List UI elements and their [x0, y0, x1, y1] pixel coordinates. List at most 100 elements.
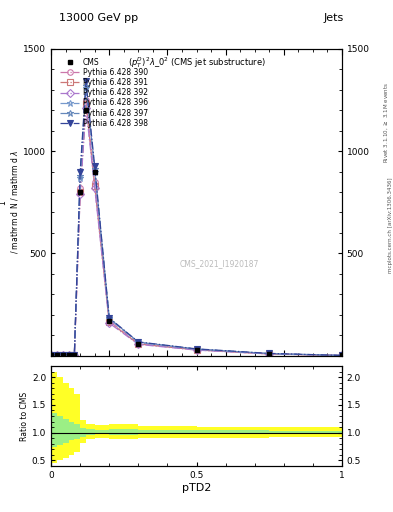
Pythia 6.428 398 [267, 350, 272, 356]
Pythia 6.428 398 [78, 168, 83, 175]
Pythia 6.428 392 [194, 347, 199, 353]
Pythia 6.428 390 [340, 352, 344, 358]
Pythia 6.428 397 [84, 82, 88, 89]
Pythia 6.428 398 [72, 352, 77, 358]
Pythia 6.428 390 [61, 352, 65, 358]
Pythia 6.428 391 [78, 189, 83, 195]
Pythia 6.428 392 [340, 352, 344, 358]
CMS [107, 318, 112, 324]
Pythia 6.428 398 [55, 352, 59, 358]
CMS [66, 352, 71, 358]
Pythia 6.428 396 [66, 352, 71, 358]
CMS [55, 352, 59, 358]
Pythia 6.428 392 [92, 185, 97, 191]
Pythia 6.428 396 [55, 352, 59, 358]
Line: CMS: CMS [49, 108, 344, 358]
Pythia 6.428 397 [78, 173, 83, 179]
Pythia 6.428 391 [194, 347, 199, 353]
Pythia 6.428 398 [66, 352, 71, 358]
Pythia 6.428 397 [61, 352, 65, 358]
Text: Rivet 3.1.10, $\geq$ 3.1M events: Rivet 3.1.10, $\geq$ 3.1M events [382, 82, 390, 163]
Pythia 6.428 397 [55, 352, 59, 358]
Line: Pythia 6.428 391: Pythia 6.428 391 [48, 101, 345, 358]
Text: mcplots.cern.ch [arXiv:1306.3436]: mcplots.cern.ch [arXiv:1306.3436] [388, 178, 393, 273]
Pythia 6.428 390 [107, 318, 112, 324]
Y-axis label: mathrm d$^2$N
mathrm d $p$ mathrm d $\lambda$

1
/ mathrm d N / mathrm d $\lambd: mathrm d$^2$N mathrm d $p$ mathrm d $\la… [0, 150, 20, 254]
Pythia 6.428 397 [136, 339, 141, 345]
Pythia 6.428 397 [66, 352, 71, 358]
Legend: CMS, Pythia 6.428 390, Pythia 6.428 391, Pythia 6.428 392, Pythia 6.428 396, Pyt: CMS, Pythia 6.428 390, Pythia 6.428 391,… [58, 55, 151, 130]
Pythia 6.428 396 [340, 352, 344, 358]
CMS [194, 347, 199, 353]
Pythia 6.428 391 [136, 341, 141, 347]
Pythia 6.428 396 [49, 352, 53, 358]
Pythia 6.428 397 [92, 166, 97, 173]
Pythia 6.428 390 [49, 352, 53, 358]
Pythia 6.428 392 [78, 191, 83, 197]
CMS [340, 352, 344, 358]
Pythia 6.428 397 [340, 352, 344, 358]
Pythia 6.428 392 [136, 342, 141, 348]
Pythia 6.428 398 [92, 163, 97, 169]
CMS [61, 352, 65, 358]
Text: Jets: Jets [323, 13, 344, 23]
Pythia 6.428 391 [55, 352, 59, 358]
Pythia 6.428 392 [49, 352, 53, 358]
Pythia 6.428 390 [72, 352, 77, 358]
Pythia 6.428 398 [194, 346, 199, 352]
Pythia 6.428 390 [78, 185, 83, 191]
Pythia 6.428 390 [136, 340, 141, 347]
Pythia 6.428 397 [49, 352, 53, 358]
Pythia 6.428 396 [92, 168, 97, 175]
CMS [84, 107, 88, 113]
Pythia 6.428 392 [84, 105, 88, 111]
CMS [72, 352, 77, 358]
X-axis label: pTD2: pTD2 [182, 482, 211, 493]
CMS [267, 351, 272, 357]
Pythia 6.428 392 [267, 351, 272, 357]
Pythia 6.428 397 [194, 346, 199, 352]
Pythia 6.428 398 [340, 352, 344, 358]
Pythia 6.428 397 [107, 315, 112, 322]
Pythia 6.428 398 [61, 352, 65, 358]
Pythia 6.428 392 [107, 320, 112, 326]
Pythia 6.428 398 [84, 78, 88, 84]
Pythia 6.428 391 [72, 352, 77, 358]
Line: Pythia 6.428 390: Pythia 6.428 390 [48, 97, 345, 358]
Pythia 6.428 398 [107, 315, 112, 321]
Pythia 6.428 397 [267, 351, 272, 357]
CMS [49, 352, 53, 358]
Pythia 6.428 392 [55, 352, 59, 358]
Pythia 6.428 391 [66, 352, 71, 358]
Pythia 6.428 390 [194, 347, 199, 353]
Pythia 6.428 391 [107, 319, 112, 325]
Pythia 6.428 391 [340, 352, 344, 358]
Pythia 6.428 396 [194, 346, 199, 352]
Pythia 6.428 392 [66, 352, 71, 358]
Pythia 6.428 396 [78, 175, 83, 181]
Pythia 6.428 391 [49, 352, 53, 358]
Line: Pythia 6.428 396: Pythia 6.428 396 [48, 84, 345, 359]
Pythia 6.428 396 [72, 352, 77, 358]
Pythia 6.428 396 [84, 84, 88, 91]
Pythia 6.428 398 [136, 339, 141, 345]
CMS [78, 189, 83, 195]
Pythia 6.428 390 [66, 352, 71, 358]
Text: CMS_2021_I1920187: CMS_2021_I1920187 [180, 259, 259, 268]
CMS [136, 340, 141, 347]
Pythia 6.428 390 [84, 97, 88, 103]
Pythia 6.428 391 [267, 351, 272, 357]
Pythia 6.428 396 [267, 351, 272, 357]
Pythia 6.428 396 [107, 316, 112, 322]
Pythia 6.428 397 [72, 352, 77, 358]
Pythia 6.428 390 [92, 179, 97, 185]
Pythia 6.428 392 [72, 352, 77, 358]
Line: Pythia 6.428 392: Pythia 6.428 392 [48, 105, 345, 358]
Pythia 6.428 390 [55, 352, 59, 358]
Line: Pythia 6.428 397: Pythia 6.428 397 [48, 82, 345, 359]
Pythia 6.428 392 [61, 352, 65, 358]
Pythia 6.428 391 [84, 101, 88, 107]
Text: $(p_T^D)^2\lambda\_0^2$ (CMS jet substructure): $(p_T^D)^2\lambda\_0^2$ (CMS jet substru… [128, 55, 265, 70]
CMS [92, 168, 97, 175]
Text: 13000 GeV pp: 13000 GeV pp [59, 13, 138, 23]
